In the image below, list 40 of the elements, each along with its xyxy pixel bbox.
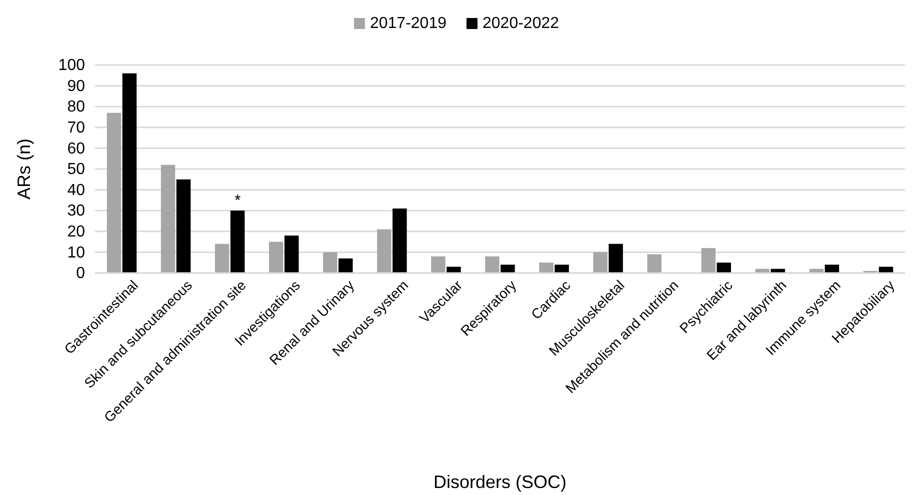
bar <box>539 262 554 273</box>
bar <box>230 210 245 273</box>
y-tick-label: 80 <box>67 98 86 116</box>
bar <box>593 252 608 273</box>
bar <box>647 254 662 273</box>
bar <box>824 264 840 273</box>
bar <box>338 258 353 273</box>
bar <box>268 242 284 273</box>
bar <box>160 164 176 273</box>
bar <box>608 244 623 273</box>
bar <box>500 264 515 273</box>
bar <box>392 208 407 273</box>
annotation: * <box>234 192 241 210</box>
y-tick-label: 0 <box>76 265 86 282</box>
y-tick-label: 100 <box>58 57 86 74</box>
y-tick-label: 60 <box>67 140 86 158</box>
x-axis-title: Disorders (SOC) <box>433 472 567 492</box>
bar <box>284 236 299 273</box>
y-axis-title: ARs (n) <box>14 138 34 200</box>
bar <box>485 256 500 273</box>
bar <box>214 244 230 273</box>
y-tick-label: 30 <box>67 202 86 220</box>
bar <box>554 264 569 273</box>
bar <box>323 252 338 273</box>
bar <box>716 262 732 273</box>
y-tick-label: 10 <box>67 244 86 262</box>
bar <box>431 256 446 273</box>
bar <box>377 229 392 273</box>
y-tick-label: 50 <box>67 161 86 178</box>
bar <box>106 112 122 273</box>
legend-label: 2020-2022 <box>482 15 560 32</box>
legend-label: 2017-2019 <box>370 15 447 32</box>
y-tick-label: 70 <box>67 120 86 137</box>
bar <box>701 248 716 273</box>
bar <box>122 73 137 273</box>
y-tick-label: 90 <box>67 78 86 95</box>
bar <box>176 179 191 273</box>
y-tick-label: 20 <box>67 224 86 241</box>
bar <box>446 266 461 273</box>
y-tick-label: 40 <box>67 182 86 199</box>
